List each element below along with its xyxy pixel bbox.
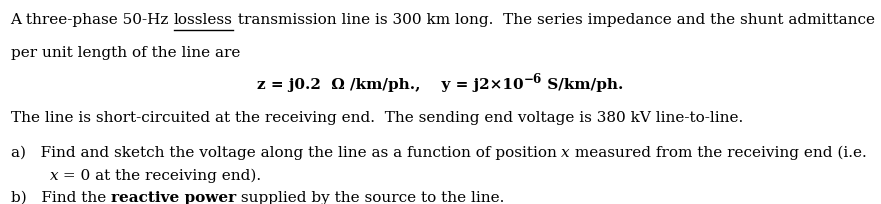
Text: S/km/ph.: S/km/ph. <box>542 78 624 92</box>
Text: per unit length of the line are: per unit length of the line are <box>11 46 240 60</box>
Text: A three-phase 50-Hz: A three-phase 50-Hz <box>11 13 174 28</box>
Text: x: x <box>49 169 58 183</box>
Text: z = j0.2  Ω /km/ph.,    y = j2×10: z = j0.2 Ω /km/ph., y = j2×10 <box>257 78 524 92</box>
Text: reactive power: reactive power <box>111 191 236 204</box>
Text: a)   Find and sketch the voltage along the line as a function of position: a) Find and sketch the voltage along the… <box>11 146 561 160</box>
Text: x: x <box>561 146 570 160</box>
Text: lossless: lossless <box>174 13 233 28</box>
Text: = 0 at the receiving end).: = 0 at the receiving end). <box>58 168 262 183</box>
Text: −6: −6 <box>524 73 542 86</box>
Text: supplied by the source to the line.: supplied by the source to the line. <box>236 191 504 204</box>
Text: The line is short-circuited at the receiving end.  The sending end voltage is 38: The line is short-circuited at the recei… <box>11 111 743 125</box>
Text: measured from the receiving end (i.e.: measured from the receiving end (i.e. <box>570 146 867 160</box>
Text: transmission line is 300 km long.  The series impedance and the shunt admittance: transmission line is 300 km long. The se… <box>233 13 875 28</box>
Text: b)   Find the: b) Find the <box>11 191 111 204</box>
